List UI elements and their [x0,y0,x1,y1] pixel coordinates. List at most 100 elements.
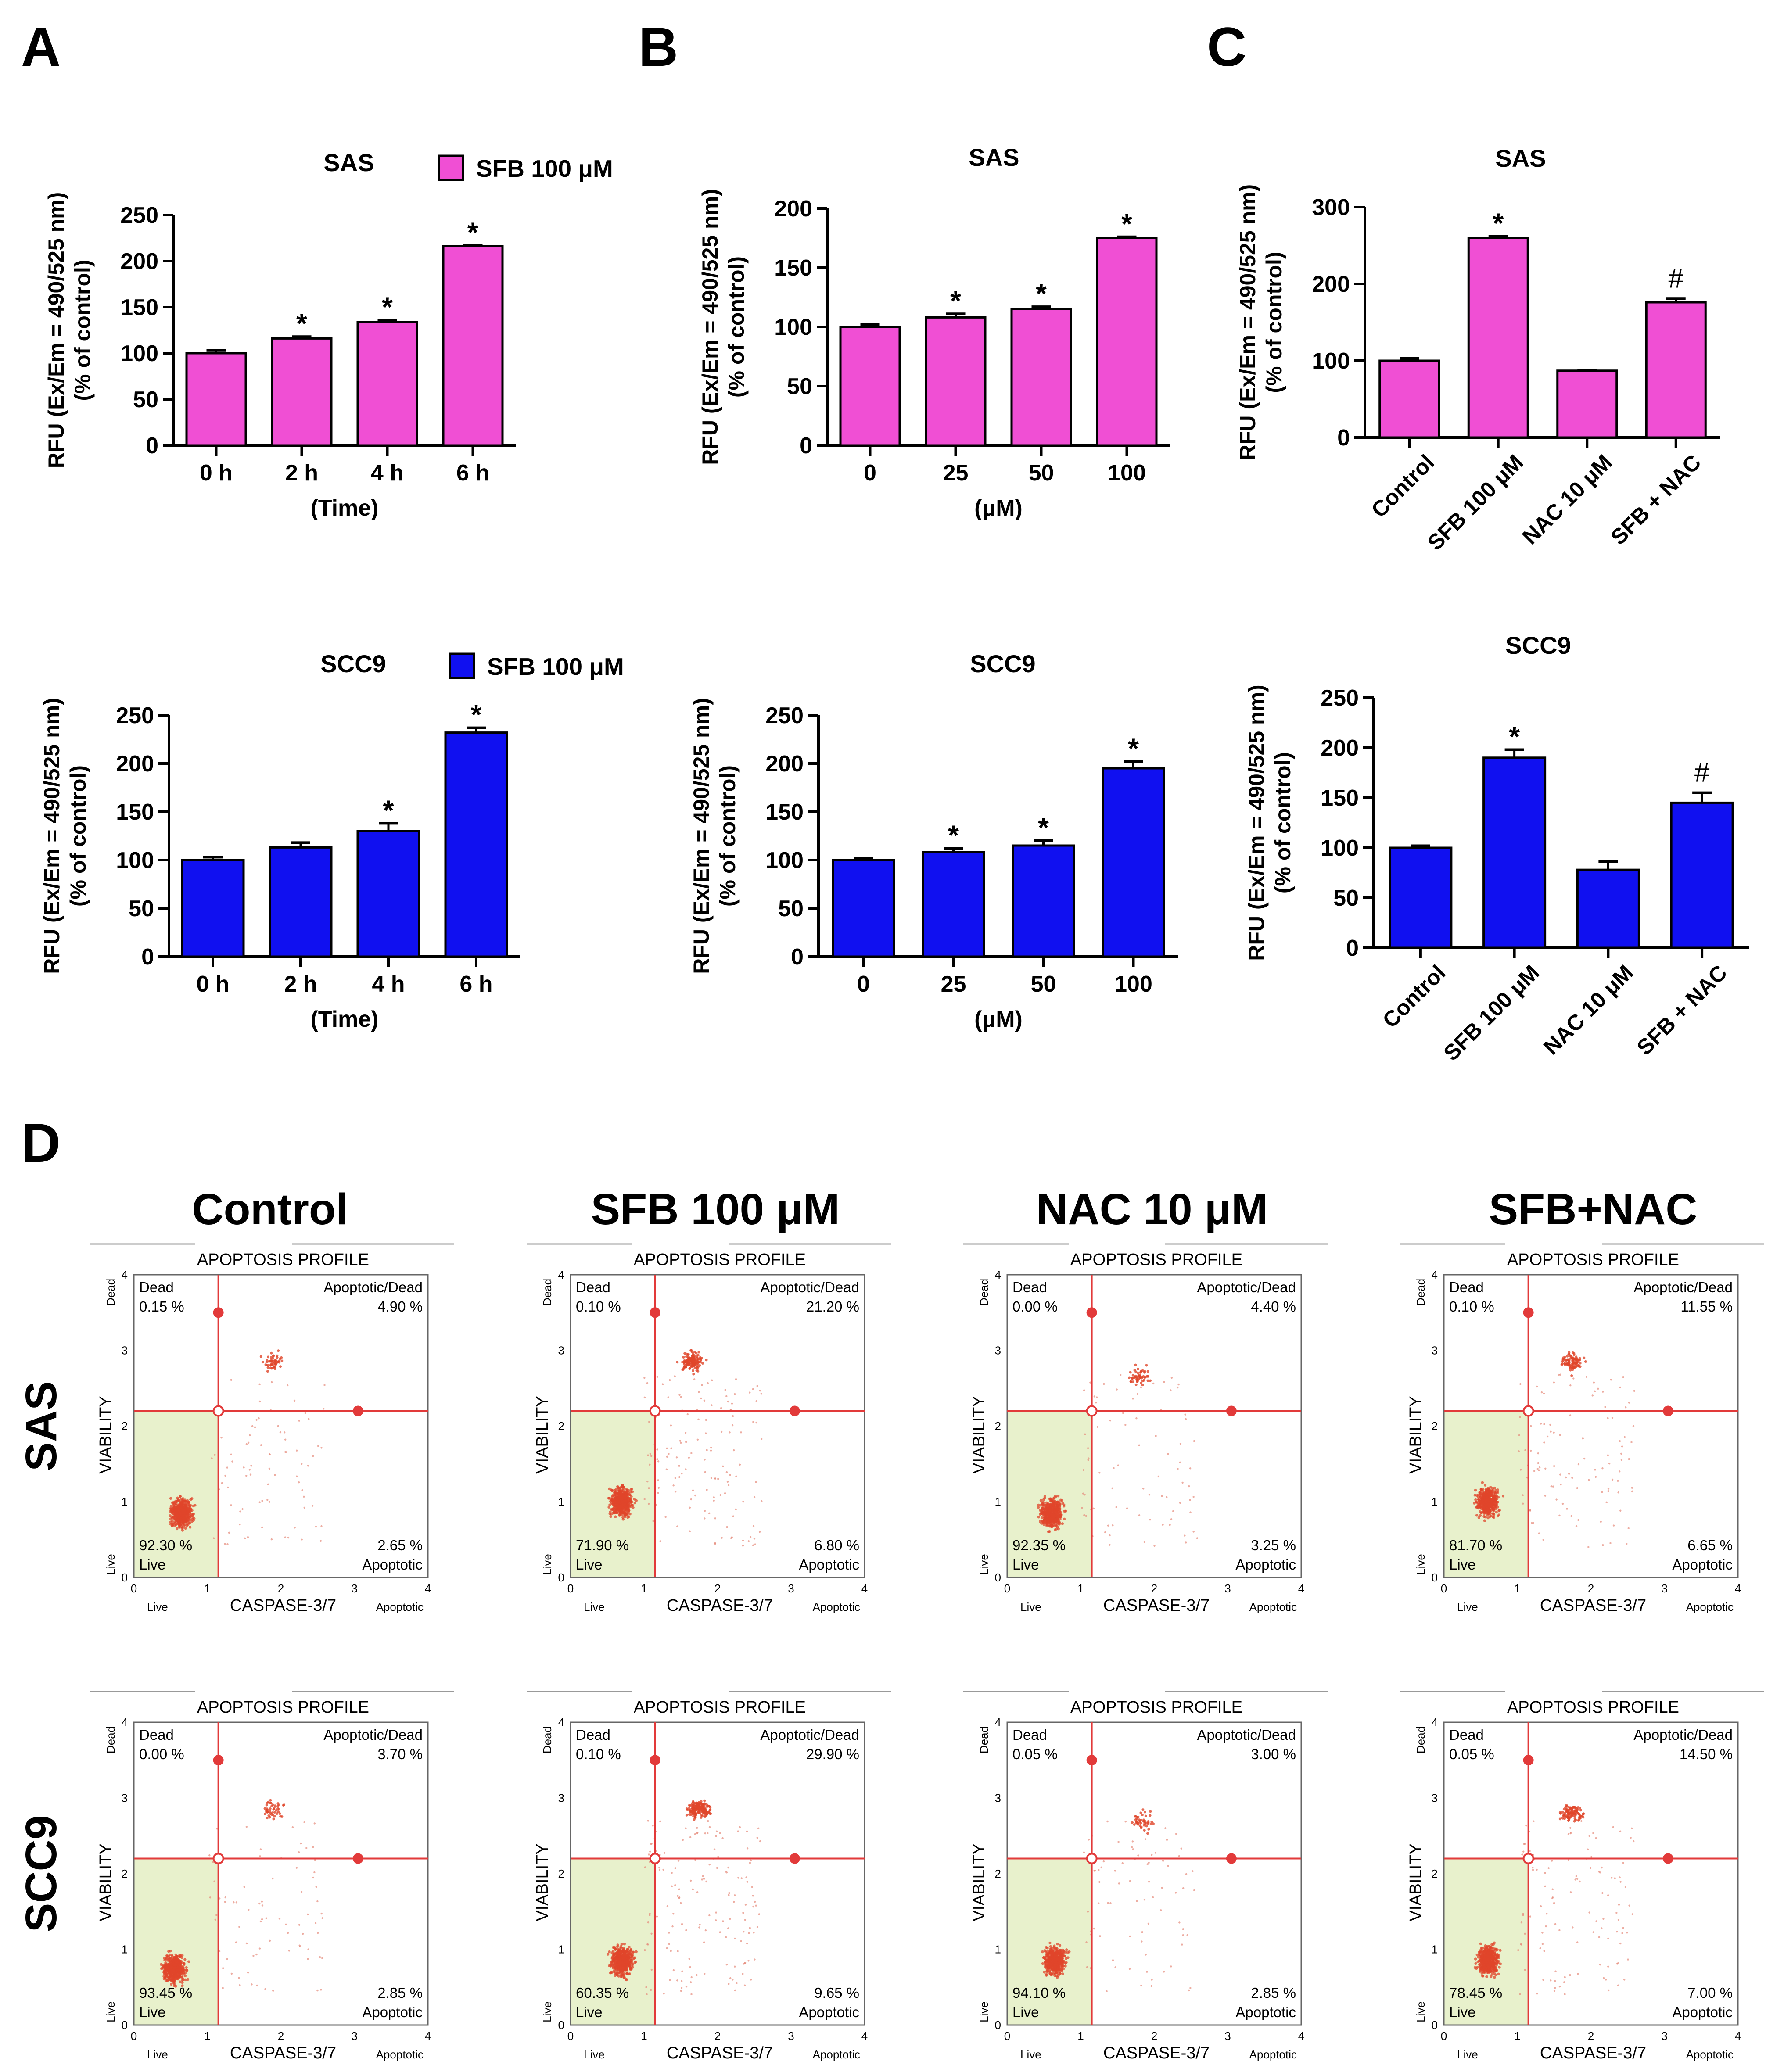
event-dot [627,1957,630,1960]
event-dot [1536,1468,1539,1470]
event-dot [1501,1495,1505,1498]
event-dot [1492,1512,1495,1515]
event-dot [1146,1375,1149,1378]
bar-0 [839,326,901,447]
event-dot [1109,1544,1111,1546]
event-dot [623,1976,626,1979]
event-dot [752,1544,754,1546]
event-dot [1062,1949,1066,1952]
event-dot [1569,1384,1572,1387]
event-dot [701,1878,703,1881]
event-dot [233,1901,235,1904]
event-dot [713,1496,715,1498]
event-dot [1478,1499,1481,1502]
event-dot [226,1466,228,1469]
x-tick-label: Control [1367,450,1439,522]
event-dot [1063,1954,1066,1958]
event-dot [1060,1499,1064,1502]
row-label-0: SAS [17,1381,66,1471]
event-dot [696,1366,699,1369]
event-dot [1566,1362,1569,1366]
gate-handle-right [789,1405,800,1416]
gate-handle-top [1086,1307,1097,1318]
event-dot [742,1973,744,1975]
event-dot [1052,1946,1056,1950]
event-dot [185,1968,188,1972]
event-dot [708,1512,711,1514]
gate-handle-center [212,1853,224,1864]
event-dot [1482,1509,1486,1513]
event-dot [625,1954,628,1957]
event-dot [301,1463,303,1465]
event-dot [1600,1520,1602,1523]
quadrant-value-dead: 0.00 % [139,1746,184,1762]
event-dot [1558,1373,1560,1376]
event-dot [1601,1467,1604,1470]
event-dot [176,1958,179,1961]
event-dot [321,1917,323,1919]
event-dot [1048,1502,1052,1506]
event-dot [245,1443,248,1445]
event-dot [1149,1519,1151,1521]
event-dot [713,1848,716,1850]
y-tick-label: 4 [558,1268,564,1281]
event-dot [162,1965,165,1968]
event-dot [1493,1494,1496,1498]
event-dot [1617,1480,1619,1482]
event-dot [705,1432,707,1434]
y-tick-label: 150 [765,799,804,825]
event-dot [182,1502,185,1505]
event-dot [1143,1541,1146,1543]
quadrant-name-live: Live [1449,1556,1476,1573]
x-tick-label: 4 [425,2029,431,2043]
event-dot [315,1886,317,1888]
event-dot [1530,1425,1532,1427]
event-dot [609,1510,612,1514]
event-dot [265,1803,268,1807]
y-axis-top-word: Dead [541,1279,554,1306]
event-dot [684,1432,687,1434]
event-dot [648,1421,650,1423]
x-tick-label: Control [1378,960,1450,1032]
x-axis-label: CASPASE-3/7 [667,2044,773,2062]
event-dot [266,1498,269,1501]
y-tick-label: 1 [558,1495,564,1509]
event-dot [734,1965,736,1968]
event-dot [689,1981,692,1983]
quadrant-name-apoptotic: Apoptotic [799,1556,859,1573]
event-dot [1145,1364,1148,1367]
event-dot [1122,1412,1124,1414]
event-dot [674,1477,677,1479]
x-tick-label: 0 h [196,971,229,997]
event-dot [1056,1521,1059,1524]
event-dot [228,1531,230,1534]
y-tick-label: 300 [1312,195,1350,220]
event-dot [1555,1498,1558,1501]
event-dot [1045,1507,1048,1510]
event-dot [1522,1502,1524,1505]
event-dot [1607,1490,1609,1492]
event-dot [621,1485,625,1489]
event-dot [1628,1402,1630,1404]
y-tick-label: 50 [787,374,812,399]
event-dot [682,1355,685,1359]
event-dot [247,1441,250,1444]
event-dot [1096,1426,1099,1428]
bar-3 [1645,301,1707,439]
event-dot [317,1445,319,1447]
event-dot [626,1972,629,1975]
event-dot [1115,1506,1117,1508]
event-dot [631,1957,634,1961]
event-dot [1059,1507,1062,1511]
event-dot [714,1517,716,1520]
event-dot [1536,1385,1538,1388]
event-dot [181,1975,184,1979]
event-dot [1041,1516,1044,1520]
event-dot [275,1809,278,1812]
event-dot [272,1354,275,1357]
x-tick-label: 0 [857,971,870,997]
event-dot [734,1989,736,1992]
x-axis-label: CASPASE-3/7 [230,1596,336,1615]
